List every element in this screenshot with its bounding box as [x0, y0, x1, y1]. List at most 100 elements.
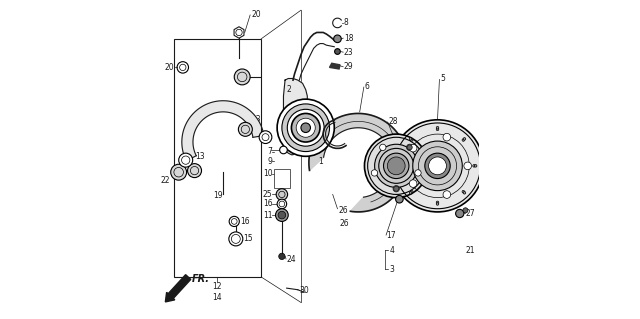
Circle shape [436, 128, 439, 130]
Circle shape [400, 165, 403, 167]
Circle shape [280, 146, 287, 154]
Circle shape [410, 137, 412, 140]
Text: 4: 4 [389, 246, 394, 255]
Text: 1: 1 [318, 157, 323, 166]
Circle shape [374, 144, 418, 188]
Circle shape [282, 104, 330, 152]
Circle shape [429, 157, 447, 175]
Circle shape [259, 131, 272, 144]
Circle shape [464, 162, 472, 170]
Polygon shape [182, 101, 264, 161]
Text: 5: 5 [440, 74, 445, 83]
Text: 19: 19 [214, 190, 223, 200]
Circle shape [301, 123, 310, 132]
Polygon shape [284, 78, 307, 155]
Polygon shape [309, 114, 407, 212]
Text: 22: 22 [160, 176, 170, 185]
Bar [274, 169, 290, 188]
Circle shape [394, 186, 399, 191]
Circle shape [407, 145, 412, 150]
Circle shape [474, 165, 477, 167]
Circle shape [410, 190, 413, 193]
Circle shape [462, 190, 465, 193]
Circle shape [393, 186, 399, 192]
Polygon shape [234, 27, 244, 38]
Polygon shape [330, 63, 340, 69]
Text: 24: 24 [287, 255, 296, 264]
Bar [174, 39, 261, 277]
Circle shape [371, 170, 378, 176]
Circle shape [462, 139, 465, 141]
Text: 20: 20 [252, 11, 261, 19]
Circle shape [277, 99, 334, 156]
Circle shape [410, 180, 417, 187]
Circle shape [410, 144, 417, 152]
Circle shape [463, 191, 466, 194]
Circle shape [406, 144, 413, 151]
Circle shape [415, 170, 421, 176]
Circle shape [413, 141, 462, 191]
Text: 16: 16 [241, 217, 250, 226]
Circle shape [296, 118, 316, 137]
Circle shape [443, 133, 451, 141]
Text: 14: 14 [212, 293, 221, 302]
Circle shape [234, 69, 250, 85]
Circle shape [396, 196, 403, 203]
Text: 2: 2 [286, 85, 291, 94]
Text: 18: 18 [344, 34, 353, 43]
Circle shape [171, 164, 187, 180]
Text: 15: 15 [243, 234, 253, 243]
Circle shape [291, 114, 320, 142]
Circle shape [443, 191, 451, 198]
Circle shape [436, 126, 439, 129]
Circle shape [179, 153, 193, 167]
Circle shape [287, 109, 324, 146]
Text: 25: 25 [263, 190, 273, 199]
Text: 27: 27 [465, 209, 475, 218]
Text: 11: 11 [263, 211, 273, 219]
Circle shape [463, 208, 468, 213]
Circle shape [276, 189, 287, 200]
Text: 6: 6 [364, 82, 369, 91]
Circle shape [229, 216, 239, 226]
Text: 12: 12 [212, 282, 221, 291]
Text: 10: 10 [263, 169, 273, 178]
Circle shape [278, 211, 285, 219]
Circle shape [229, 232, 243, 246]
Text: 3: 3 [389, 264, 394, 274]
Circle shape [410, 191, 412, 194]
Circle shape [463, 137, 466, 140]
Circle shape [380, 144, 386, 151]
Circle shape [333, 35, 341, 43]
Circle shape [335, 49, 340, 54]
Text: 28: 28 [388, 117, 398, 126]
Circle shape [456, 209, 464, 218]
Text: 21: 21 [465, 246, 475, 255]
Circle shape [276, 209, 288, 221]
Circle shape [383, 153, 409, 179]
Circle shape [238, 122, 252, 136]
Circle shape [278, 253, 285, 260]
Text: 13: 13 [195, 152, 205, 161]
Text: 16: 16 [263, 199, 273, 208]
Text: 20: 20 [165, 63, 175, 72]
Circle shape [277, 199, 287, 209]
Text: 23: 23 [344, 48, 353, 57]
Text: 17: 17 [387, 231, 396, 240]
Text: 29: 29 [344, 62, 353, 71]
Text: 9: 9 [268, 157, 273, 166]
Circle shape [188, 164, 202, 178]
Circle shape [392, 120, 484, 212]
Circle shape [387, 157, 405, 175]
Text: 30: 30 [300, 286, 309, 295]
Text: 13: 13 [251, 115, 260, 124]
Circle shape [436, 201, 439, 204]
Circle shape [425, 153, 450, 179]
Circle shape [473, 165, 476, 167]
Circle shape [436, 203, 439, 205]
Circle shape [410, 139, 413, 141]
Circle shape [364, 134, 428, 197]
Text: 26: 26 [339, 206, 348, 215]
Text: 8: 8 [344, 19, 349, 27]
Text: 26: 26 [339, 219, 349, 228]
